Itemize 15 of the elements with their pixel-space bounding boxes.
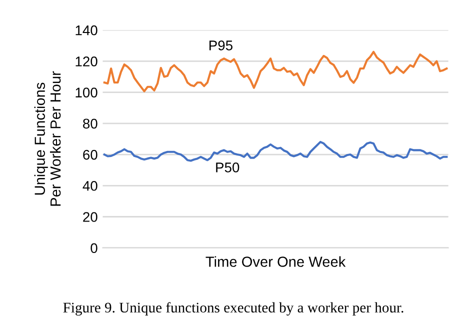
series-label: P95 [209,40,232,50]
y-tick-label: 60 [83,150,98,160]
y-axis-title: Unique Functions Per Worker Per Hour [34,71,61,206]
y-tick-label: 140 [76,25,98,36]
series-label: P50 [216,162,240,172]
y-tick-label: 80 [83,118,98,129]
y-tick-label: 0 [90,243,98,254]
line-series [103,50,448,92]
y-tick-label: 100 [76,88,98,98]
y-tick-label: 40 [82,180,98,191]
y-tick-label: 20 [83,212,98,222]
line-series [103,140,448,162]
y-tick-label: 120 [76,56,98,66]
x-axis-title: Time Over One Week [206,256,346,267]
caption: Figure 9. Unique functions executed by a worker per hour. [63,302,404,316]
